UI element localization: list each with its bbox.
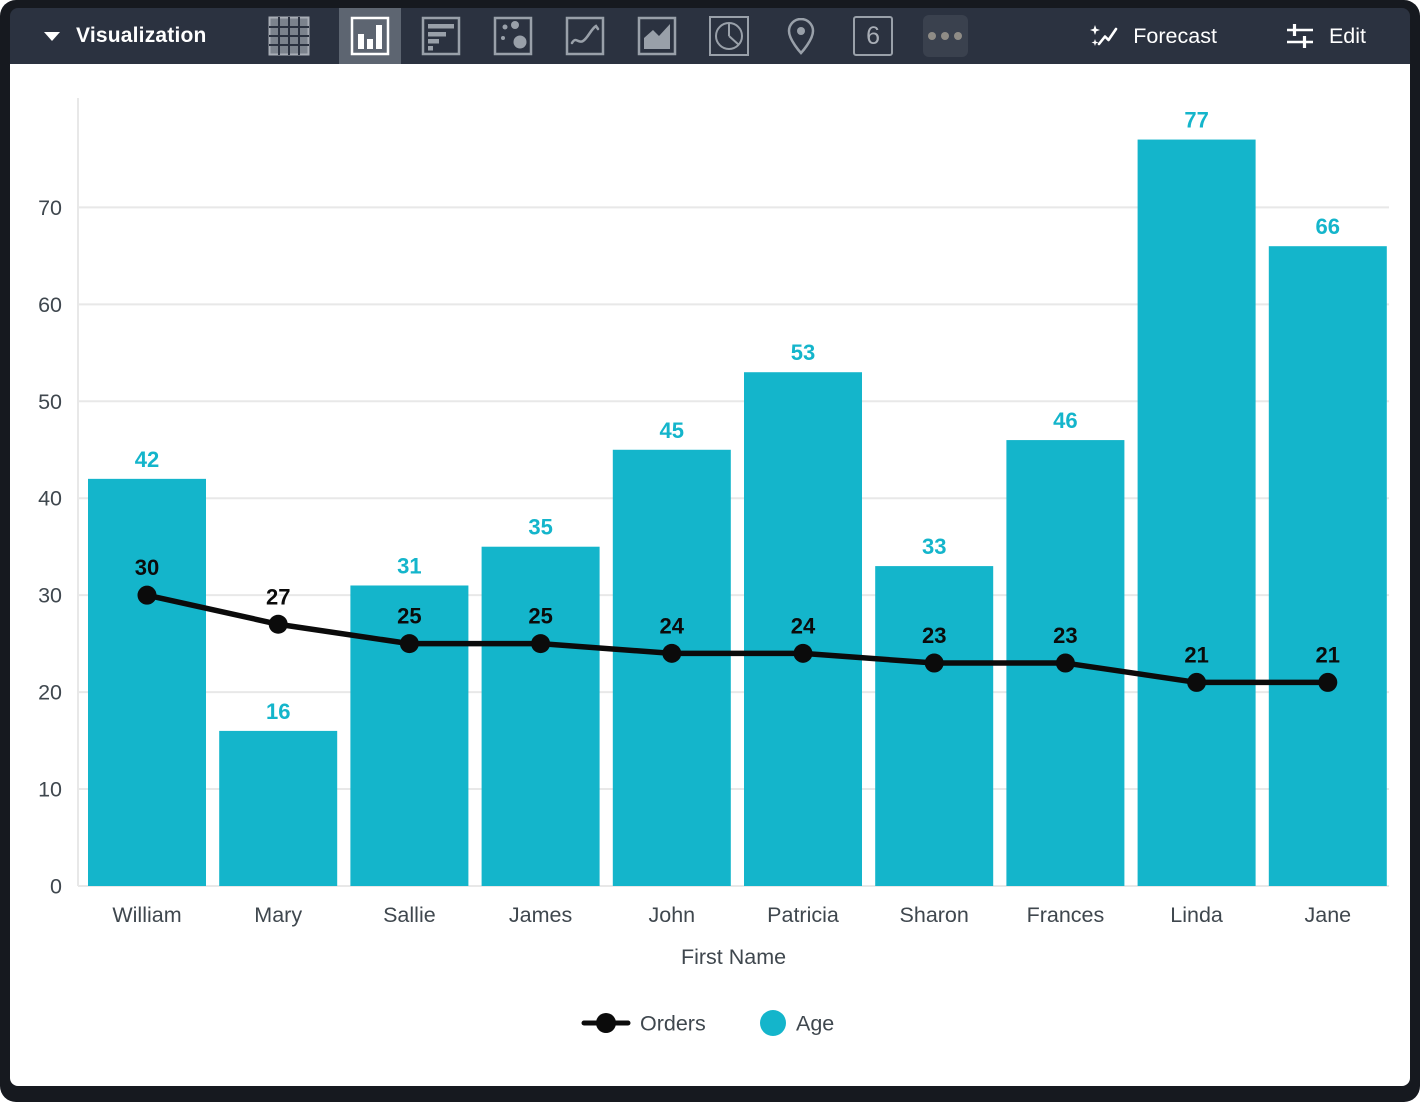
bar-age[interactable] xyxy=(1268,246,1387,887)
legend-age-marker xyxy=(760,1010,786,1036)
chart-area: 0 10 20 30 40 50 60 70 42 16 31 35 45 53 33 46 77 66 30 27 2… xyxy=(10,64,1410,1086)
y-tick-label: 40 xyxy=(38,487,62,511)
y-tick-label: 10 xyxy=(38,778,62,802)
edit-button[interactable]: Edit xyxy=(1283,19,1366,53)
bar-age[interactable] xyxy=(744,372,862,886)
y-tick-label: 20 xyxy=(38,681,62,705)
bar-value-label: 42 xyxy=(135,447,159,472)
bar-age[interactable] xyxy=(875,566,994,886)
bar-age[interactable] xyxy=(88,478,206,886)
line-point-orders[interactable] xyxy=(662,643,682,663)
legend-item-orders[interactable]: Orders xyxy=(581,1012,706,1036)
bar-value-label: 45 xyxy=(660,418,684,443)
orders-line xyxy=(144,592,1331,686)
chart-svg: 0 10 20 30 40 50 60 70 42 16 31 35 45 53 33 46 77 66 30 27 2… xyxy=(38,98,1389,1036)
pie-chart-icon[interactable] xyxy=(707,8,752,64)
legend-item-age[interactable]: Age xyxy=(760,1010,834,1036)
bar-age[interactable] xyxy=(481,546,600,886)
x-tick-label: Linda xyxy=(1170,903,1223,927)
table-icon[interactable] xyxy=(267,8,312,64)
line-chart-icon[interactable] xyxy=(563,8,608,64)
line-point-orders[interactable] xyxy=(531,634,551,654)
line-point-orders[interactable] xyxy=(1055,653,1075,673)
bar-age[interactable] xyxy=(1137,139,1256,886)
edit-label: Edit xyxy=(1328,23,1366,48)
y-tick-label: 50 xyxy=(38,390,62,414)
bar-value-label: 31 xyxy=(397,553,421,578)
line-value-label: 30 xyxy=(135,555,159,580)
collapse-caret-icon[interactable] xyxy=(44,31,60,41)
line-value-label: 25 xyxy=(528,604,552,629)
x-tick-label: Sharon xyxy=(900,903,969,927)
bar-value-label: 16 xyxy=(266,699,290,724)
line-value-label: 24 xyxy=(791,613,816,638)
bar-age[interactable] xyxy=(350,585,469,886)
bar-value-label: 66 xyxy=(1316,214,1340,239)
x-tick-label: James xyxy=(509,903,572,927)
y-tick-label: 70 xyxy=(38,196,62,220)
legend-age-label: Age xyxy=(796,1012,834,1036)
visualization-toolbar: Visualization xyxy=(10,8,1410,64)
area-chart-icon[interactable] xyxy=(635,8,680,64)
x-tick-label: William xyxy=(112,903,181,927)
line-value-label: 23 xyxy=(922,623,946,648)
horizontal-bar-icon[interactable] xyxy=(419,8,464,64)
panel-title: Visualization xyxy=(76,24,207,47)
bar-value-label: 46 xyxy=(1053,408,1077,433)
forecast-label: Forecast xyxy=(1133,23,1217,48)
line-value-label: 21 xyxy=(1316,642,1340,667)
legend-orders-marker xyxy=(596,1013,616,1033)
scatter-icon[interactable] xyxy=(491,8,536,64)
line-point-orders[interactable] xyxy=(924,653,944,673)
line-value-label: 23 xyxy=(1053,623,1077,648)
column-chart-icon[interactable] xyxy=(338,8,401,64)
more-icon[interactable] xyxy=(922,8,968,64)
x-tick-label: Mary xyxy=(254,903,302,927)
x-axis-title: First Name xyxy=(681,945,786,969)
bar-value-label: 33 xyxy=(922,534,946,559)
y-tick-label: 0 xyxy=(50,875,62,899)
line-point-orders[interactable] xyxy=(137,585,157,605)
forecast-button[interactable]: Forecast xyxy=(1087,19,1217,53)
single-value-icon[interactable]: 6 xyxy=(851,8,896,64)
legend-orders-label: Orders xyxy=(640,1012,706,1036)
line-value-label: 25 xyxy=(397,604,421,629)
x-tick-label: Sallie xyxy=(383,903,436,927)
line-value-label: 27 xyxy=(266,584,290,609)
bar-age[interactable] xyxy=(612,449,731,886)
line-point-orders[interactable] xyxy=(1187,672,1207,692)
forecast-sparkle-icon xyxy=(1090,25,1118,46)
line-point-orders[interactable] xyxy=(268,614,288,634)
bar-value-label: 53 xyxy=(791,340,815,365)
x-tick-label: Frances xyxy=(1027,903,1105,927)
bar-age[interactable] xyxy=(219,730,338,886)
y-tick-label: 30 xyxy=(38,584,62,608)
line-point-orders[interactable] xyxy=(793,643,813,663)
x-tick-label: Jane xyxy=(1304,903,1351,927)
y-tick-label: 60 xyxy=(38,293,62,317)
map-pin-icon[interactable] xyxy=(779,8,824,64)
single-value-glyph: 6 xyxy=(866,21,881,50)
chart-type-strip: 6 xyxy=(267,8,968,64)
line-point-orders[interactable] xyxy=(399,634,419,654)
line-value-label: 24 xyxy=(660,613,685,638)
bar-value-label: 77 xyxy=(1184,108,1208,133)
x-tick-label: Patricia xyxy=(767,903,839,927)
toolbar-actions: Forecast Edit xyxy=(1087,19,1366,53)
line-point-orders[interactable] xyxy=(1318,672,1338,692)
x-tick-label: John xyxy=(648,903,695,927)
line-value-label: 21 xyxy=(1184,642,1208,667)
edit-tune-icon xyxy=(1286,24,1313,48)
bar-value-label: 35 xyxy=(528,515,552,540)
